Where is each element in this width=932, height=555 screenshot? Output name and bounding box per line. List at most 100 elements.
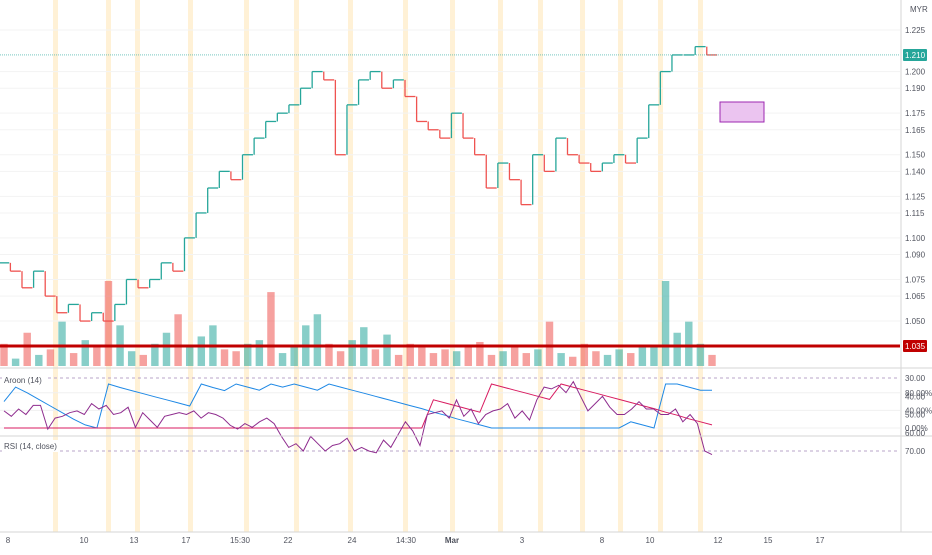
- time-tick-label: 22: [284, 536, 293, 545]
- price-tick-label: 1.115: [905, 209, 925, 218]
- annotation-box: [719, 101, 765, 123]
- volume-bar: [557, 353, 565, 366]
- volume-bar: [499, 351, 507, 366]
- volume-bar: [464, 345, 472, 366]
- last-price-tag: [903, 48, 927, 61]
- session-band: [450, 0, 455, 532]
- volume-bar: [592, 351, 600, 366]
- volume-bar: [522, 353, 531, 366]
- price-tick-label: 1.065: [905, 292, 926, 301]
- time-tick-label: 17: [816, 536, 825, 545]
- currency-label: MYR: [910, 5, 928, 14]
- volume-bar: [104, 281, 113, 366]
- volume-bar: [371, 349, 380, 366]
- time-tick-label: 17: [182, 536, 191, 545]
- aroon-tick-label: 80.00%: [905, 389, 932, 398]
- volume-bar: [545, 321, 554, 366]
- rsi-line: [3, 380, 713, 456]
- aroon-up-line: [3, 383, 712, 429]
- last-price-label: 1.210: [905, 51, 926, 60]
- price-tick-label: 1.200: [905, 68, 926, 77]
- volume-bar: [383, 334, 391, 366]
- volume-bar: [580, 343, 589, 366]
- volume-bar: [93, 347, 101, 366]
- time-tick-label: 8: [600, 536, 605, 545]
- session-band: [580, 0, 585, 532]
- session-band: [498, 0, 503, 532]
- volume-bar: [278, 353, 287, 366]
- rsi-title-bg: [2, 440, 58, 452]
- volume-bar: [336, 351, 345, 366]
- volume-bar: [139, 354, 147, 366]
- time-tick-label: 15: [764, 536, 773, 545]
- session-band: [698, 0, 703, 532]
- volume-bar: [290, 345, 298, 366]
- rsi-title: RSI (14, close): [4, 442, 57, 451]
- volume-bar: [615, 349, 623, 366]
- volume-bar: [696, 343, 705, 366]
- price-tick-label: 1.050: [905, 317, 926, 326]
- price-tick-label: 1.225: [905, 26, 926, 35]
- rsi-tick-label: 50.00: [905, 411, 926, 420]
- volume-bar: [418, 347, 426, 366]
- aroon-title-bg: [2, 374, 46, 386]
- time-tick-label: 10: [646, 536, 655, 545]
- volume-bar: [673, 332, 681, 366]
- price-tick-label: 1.190: [905, 84, 926, 93]
- aroon-down-line: [4, 383, 713, 429]
- volume-bar: [708, 354, 716, 366]
- price-tick-label: 1.125: [905, 192, 926, 201]
- price-tick-label: 1.165: [905, 126, 926, 135]
- volume-bar: [627, 353, 635, 366]
- price-tick-label: 1.075: [905, 275, 926, 284]
- volume-bar: [487, 354, 496, 366]
- rsi-tick-label: 30.00: [905, 374, 926, 383]
- volume-bar: [35, 354, 43, 366]
- time-tick-label: 3: [520, 536, 525, 545]
- time-tick-label: Mar: [445, 536, 459, 545]
- support-tag: [903, 340, 927, 352]
- session-band: [135, 0, 140, 532]
- time-tick-label: 8: [6, 536, 11, 545]
- volume-bar: [162, 332, 171, 366]
- time-tick-label: 12: [714, 536, 723, 545]
- volume-bar: [255, 340, 264, 366]
- session-band: [188, 0, 193, 532]
- volume-bar: [650, 345, 658, 366]
- time-tick-label: 24: [348, 536, 357, 545]
- volume-bar: [81, 340, 89, 366]
- volume-bar: [0, 343, 8, 366]
- volume-bar: [197, 336, 206, 366]
- price-tick-label: 1.140: [905, 167, 926, 176]
- volume-bar: [394, 354, 403, 366]
- session-band: [538, 0, 543, 532]
- volume-bar: [69, 353, 78, 366]
- volume-bar: [232, 351, 240, 366]
- volume-bar: [313, 314, 322, 366]
- time-tick-label: 14:30: [396, 536, 417, 545]
- aroon-title: Aroon (14): [4, 376, 42, 385]
- volume-bar: [569, 356, 577, 366]
- rsi-tick-label: 60.00: [905, 429, 926, 438]
- volume-bar: [510, 347, 519, 366]
- volume-bar: [58, 321, 66, 366]
- volume-bar: [23, 332, 31, 366]
- volume-bar: [406, 343, 414, 366]
- volume-bar: [429, 353, 438, 366]
- volume-bar: [534, 349, 542, 366]
- volume-bar: [46, 349, 55, 366]
- price-tick-label: 1.175: [905, 109, 926, 118]
- session-band: [403, 0, 408, 532]
- volume-bar: [476, 341, 484, 366]
- rsi-tick-label: 70.00: [905, 447, 926, 456]
- volume-bar: [603, 354, 612, 366]
- time-tick-label: 15:30: [230, 536, 251, 545]
- volume-bar: [185, 345, 194, 366]
- rsi-tick-label: 40.00: [905, 392, 926, 401]
- volume-bar: [325, 343, 333, 366]
- volume-bar: [452, 351, 461, 366]
- session-band: [244, 0, 249, 532]
- volume-bar: [174, 314, 182, 366]
